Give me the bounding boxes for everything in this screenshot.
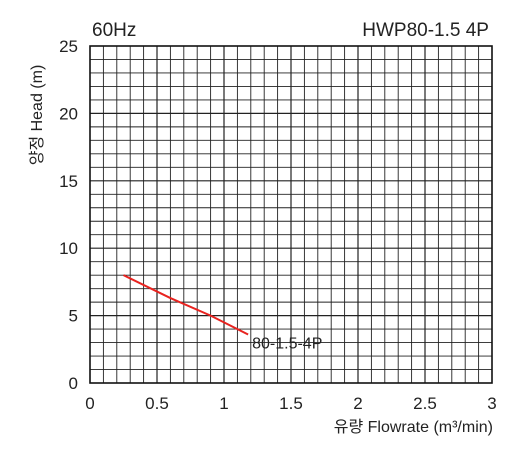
y-axis-label: 양정 Head (m) (28, 65, 46, 166)
x-tick-label: 1.5 (279, 394, 303, 413)
x-tick-label: 2.5 (413, 394, 437, 413)
y-tick-label: 25 (59, 37, 78, 56)
series-line (123, 274, 249, 336)
y-tick-label: 10 (59, 239, 78, 258)
x-tick-labels: 0 0.5 1 1.5 2 2.5 3 (85, 394, 496, 413)
x-tick-label: 1 (219, 394, 228, 413)
x-tick-label: 3 (487, 394, 496, 413)
grid (90, 46, 492, 383)
plot-frame (89, 45, 493, 384)
x-tick-label: 2 (353, 394, 362, 413)
frequency-label: 60Hz (92, 20, 136, 41)
series-layer: 80-1.5-4P (123, 274, 322, 352)
y-tick-label: 20 (59, 104, 78, 123)
model-label: HWP80-1.5 4P (362, 20, 489, 41)
x-tick-label: 0 (85, 394, 94, 413)
y-tick-label: 5 (69, 307, 78, 326)
y-tick-label: 0 (69, 374, 78, 393)
y-tick-label: 15 (59, 172, 78, 191)
x-tick-label: 0.5 (145, 394, 169, 413)
series-label: 80-1.5-4P (252, 335, 322, 352)
y-tick-labels: 0 5 10 15 20 25 (59, 37, 78, 393)
x-axis-label: 유량 Flowrate (m³/min) (334, 418, 493, 436)
